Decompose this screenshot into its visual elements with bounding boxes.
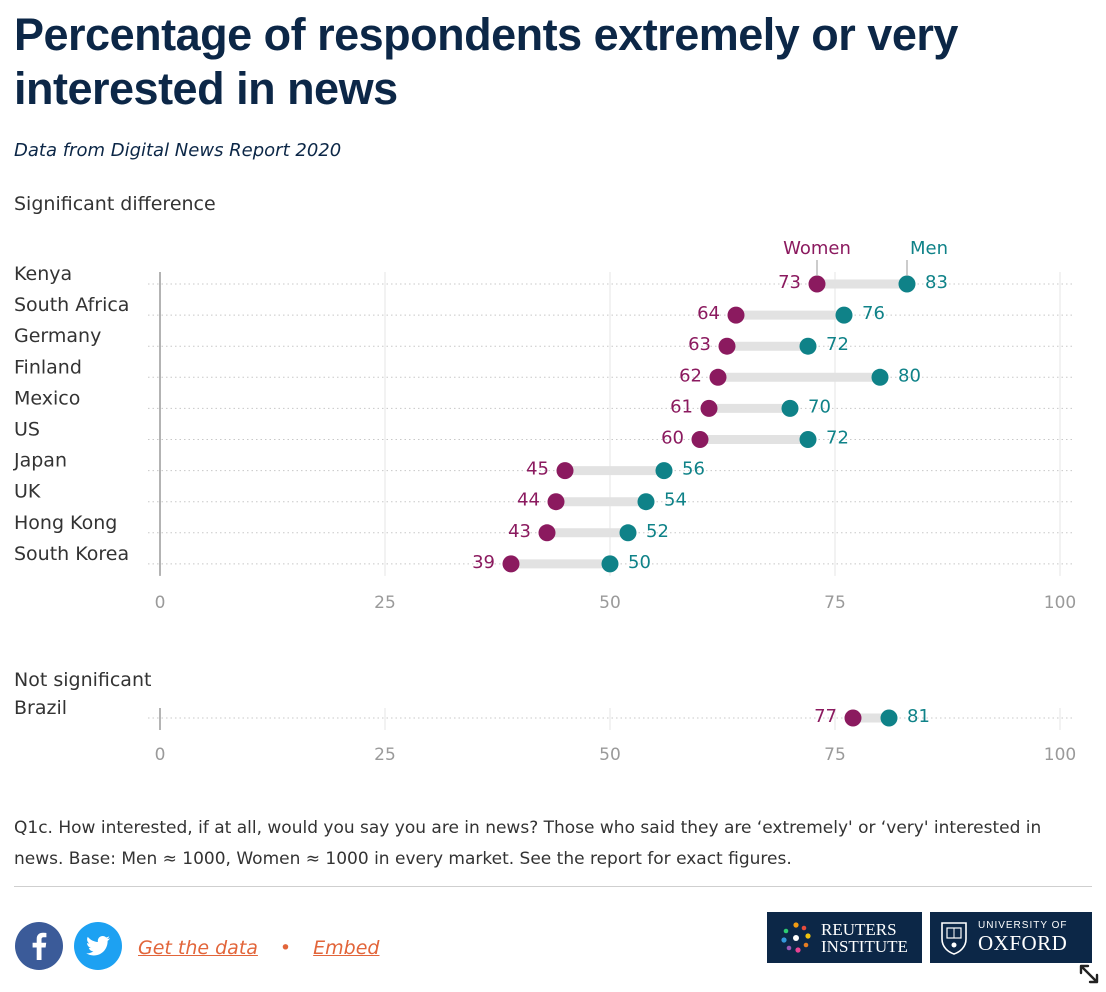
men-value-label: 70: [808, 396, 831, 417]
women-value-label: 39: [472, 552, 495, 573]
x-tick-label: 100: [1044, 745, 1076, 765]
women-value-label: 63: [688, 334, 711, 355]
women-dot: [718, 337, 736, 355]
men-value-label: 80: [898, 365, 921, 386]
dot-range-chart: Significant difference 0 25 50 75 100 Kenya 73 8…: [13, 193, 1076, 765]
women-dot: [844, 709, 862, 727]
men-dot: [835, 306, 853, 324]
facebook-icon: [32, 932, 47, 960]
men-value-label: 52: [646, 521, 669, 542]
men-dot: [799, 431, 817, 448]
oxford-crest-icon: [941, 921, 967, 955]
category-label: Kenya: [14, 263, 72, 285]
oxford-university-logo[interactable]: UNIVERSITY OF OXFORD: [930, 912, 1092, 963]
x-tick-label: 75: [824, 593, 846, 613]
men-value-label: 72: [826, 428, 849, 449]
women-value-label: 44: [517, 490, 540, 511]
reuters-line1: REUTERS: [821, 919, 897, 939]
legend-men-label: Men: [910, 238, 948, 259]
men-value-label: 54: [664, 490, 687, 511]
men-dot: [880, 709, 898, 727]
reuters-institute-logo[interactable]: REUTERS INSTITUTE: [767, 912, 922, 963]
men-dot: [637, 493, 655, 511]
category-label: Japan: [13, 450, 67, 472]
twitter-share-button[interactable]: [74, 922, 122, 970]
men-dot: [601, 555, 619, 573]
chart-subtitle: Data from Digital News Report 2020: [14, 140, 342, 161]
x-tick-label: 75: [824, 745, 846, 765]
x-tick-label: 100: [1044, 593, 1076, 613]
men-dot: [781, 399, 799, 417]
x-tick-label: 25: [374, 745, 396, 765]
facebook-share-button[interactable]: [15, 922, 63, 970]
category-label: South Korea: [14, 543, 129, 565]
panel-heading: Significant difference: [14, 193, 216, 215]
men-value-label: 56: [682, 459, 705, 480]
women-value-label: 60: [661, 428, 684, 449]
women-value-label: 62: [679, 365, 702, 386]
category-label: Hong Kong: [14, 512, 117, 534]
men-value-label: 72: [826, 334, 849, 355]
category-label: Finland: [14, 356, 82, 378]
chart-title: Percentage of respondents extremely or v…: [14, 9, 958, 114]
chart-note: Q1c. How interested, if at all, would yo…: [14, 818, 1042, 869]
women-value-label: 61: [670, 396, 693, 417]
x-tick-label: 50: [599, 593, 621, 613]
legend-women-label: Women: [783, 238, 851, 259]
women-value-label: 45: [526, 459, 549, 480]
women-dot: [700, 399, 718, 417]
men-dot: [871, 368, 889, 386]
women-value-label: 77: [814, 706, 837, 727]
men-value-label: 83: [925, 272, 948, 293]
embed-link[interactable]: Embed: [313, 937, 380, 959]
category-label: Mexico: [14, 387, 80, 409]
footer-divider: [14, 886, 1092, 887]
women-dot: [547, 493, 565, 511]
women-value-label: 73: [778, 272, 801, 293]
get-data-link[interactable]: Get the data: [138, 937, 258, 959]
women-dot: [691, 431, 709, 448]
women-value-label: 43: [508, 521, 531, 542]
x-tick-label: 25: [374, 593, 396, 613]
category-label: US: [14, 419, 40, 441]
women-dot: [709, 368, 727, 386]
oxford-line1: UNIVERSITY OF: [978, 919, 1068, 931]
men-value-label: 50: [628, 552, 651, 573]
men-value-label: 81: [907, 706, 930, 727]
category-label: Germany: [14, 325, 101, 347]
women-dot: [538, 524, 556, 542]
panel-heading: Not significant: [14, 669, 151, 691]
category-label: Brazil: [14, 697, 67, 719]
men-dot: [619, 524, 637, 542]
women-dot: [502, 555, 520, 573]
men-dot: [799, 337, 817, 355]
category-label: South Africa: [14, 294, 129, 316]
women-dot: [808, 275, 826, 293]
resize-icon[interactable]: [1078, 963, 1100, 985]
reuters-line2: INSTITUTE: [821, 936, 908, 956]
men-dot: [655, 462, 673, 480]
men-value-label: 76: [862, 303, 885, 324]
x-tick-label: 50: [599, 745, 621, 765]
oxford-line2: OXFORD: [978, 930, 1068, 955]
twitter-icon: [86, 936, 110, 956]
x-tick-label: 0: [155, 745, 166, 765]
women-dot: [556, 462, 574, 480]
reuters-dots-icon: [781, 921, 811, 953]
women-value-label: 64: [697, 303, 720, 324]
link-separator: •: [279, 937, 292, 959]
x-tick-label: 0: [155, 593, 166, 613]
women-dot: [727, 306, 745, 324]
footer-links: Get the data • Embed: [138, 937, 379, 959]
category-label: UK: [14, 481, 41, 503]
men-dot: [898, 275, 916, 293]
